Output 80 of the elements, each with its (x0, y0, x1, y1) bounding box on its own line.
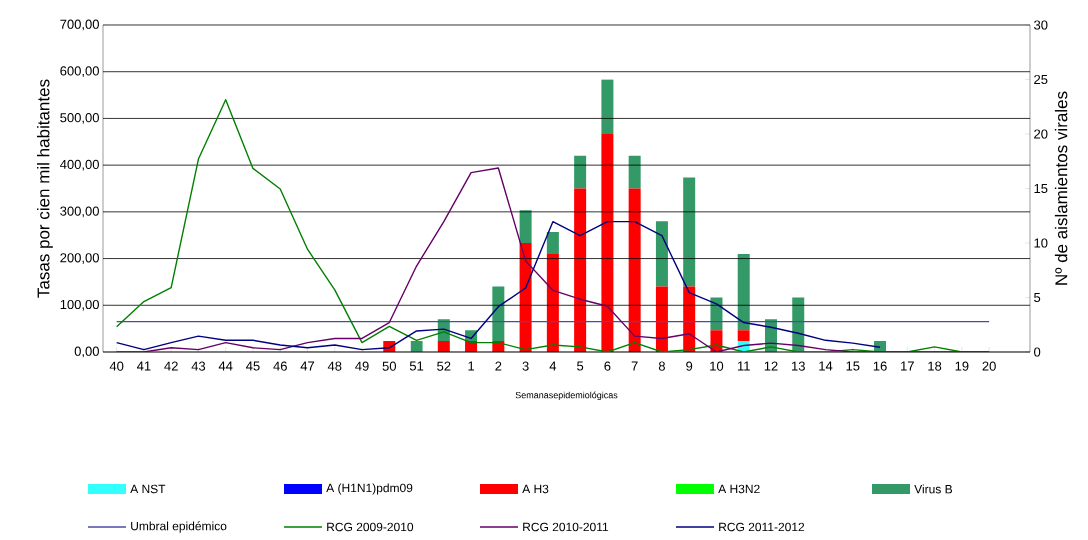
x-tick-label: 50 (382, 361, 397, 371)
x-tick-label: 44 (218, 361, 233, 371)
x-tick-label: 19 (955, 361, 969, 371)
x-tick-label: 6 (604, 361, 611, 371)
y2-axis-title: Nº de aislamientos virales (1054, 91, 1068, 285)
y-axis-title: Tasas por cien mil habitantes (37, 79, 53, 298)
y-tick-label: 300,00 (60, 206, 99, 218)
bar (546, 253, 559, 352)
y2-tick-label: 5 (1034, 292, 1041, 303)
bar (574, 155, 587, 189)
x-tick-label: 1 (468, 361, 475, 371)
legend-label: RCG 2010-2011 (523, 522, 609, 532)
x-tick-label: 4 (549, 361, 557, 371)
x-tick-label: 41 (136, 361, 151, 371)
x-tick-label: 17 (901, 361, 914, 371)
x-tick-label: 2 (495, 361, 502, 371)
y2-tick-label: 0 (1034, 347, 1041, 357)
bar (737, 253, 750, 331)
x-tick-label: 42 (164, 361, 178, 371)
bar (410, 341, 423, 352)
x-tick-label: 49 (355, 361, 369, 371)
legend-label: A (H1N1)pdm09 (326, 483, 413, 495)
bar (546, 232, 559, 254)
x-tick-label: 48 (327, 361, 342, 371)
x-tick-label: 3 (522, 361, 529, 371)
x-tick-label: 52 (437, 361, 451, 371)
bar (655, 286, 668, 352)
legend-label: Umbral epidémico (131, 521, 227, 533)
x-tick-label: 40 (109, 361, 124, 371)
y2-tick-label: 25 (1034, 74, 1048, 85)
bar (655, 221, 668, 287)
y2-tick-label: 20 (1034, 129, 1048, 139)
y-tick-label: 200,00 (60, 253, 99, 264)
y2-tick-label: 15 (1034, 183, 1048, 194)
x-tick-label: 12 (764, 361, 778, 371)
bar (710, 297, 723, 331)
legend-label: A H3 (522, 484, 549, 494)
bar (519, 242, 532, 352)
y-tick-label: 100,00 (60, 299, 99, 311)
y-tick-label: 500,00 (60, 113, 99, 124)
x-axis-title: Semanasepidemiológicas (515, 391, 618, 401)
x-tick-label: 16 (873, 361, 887, 371)
x-tick-label: 7 (631, 361, 638, 371)
bar (492, 286, 505, 342)
y-tick-label: 700,00 (60, 19, 99, 31)
x-tick-label: 13 (792, 361, 805, 371)
y2-tick-label: 30 (1034, 20, 1048, 30)
bar (437, 341, 450, 352)
legend-label: A NST (130, 484, 166, 494)
x-tick-label: 43 (191, 361, 206, 371)
x-tick-label: 18 (928, 361, 942, 371)
line-series (115, 220, 881, 351)
bar (601, 79, 614, 134)
legend-label: Virus B (914, 484, 953, 494)
x-tick-label: 10 (710, 361, 724, 371)
x-tick-label: 47 (300, 361, 315, 371)
bar (519, 210, 532, 243)
x-tick-label: 9 (686, 361, 693, 371)
x-tick-label: 45 (246, 361, 260, 371)
y-tick-label: 600,00 (60, 66, 99, 78)
bar (628, 155, 641, 189)
x-tick-label: 5 (577, 361, 584, 371)
bar (601, 133, 614, 352)
x-tick-label: 20 (982, 361, 996, 371)
bar (683, 177, 696, 287)
x-tick-label: 15 (846, 361, 860, 371)
x-tick-label: 46 (273, 361, 287, 371)
x-tick-label: 8 (658, 361, 665, 371)
legend-label: A H3N2 (718, 484, 760, 494)
y-tick-label: 0,00 (74, 346, 99, 358)
bar (574, 188, 587, 352)
bar (628, 188, 641, 352)
x-tick-label: 11 (737, 361, 750, 371)
x-tick-label: 51 (409, 361, 424, 371)
legend-label: RCG 2009-2010 (327, 522, 414, 532)
bar (737, 330, 750, 342)
x-tick-label: 14 (819, 361, 833, 371)
y2-tick-label: 10 (1034, 238, 1048, 248)
y-tick-label: 400,00 (60, 159, 99, 171)
legend-label: RCG 2011-2012 (719, 522, 805, 532)
